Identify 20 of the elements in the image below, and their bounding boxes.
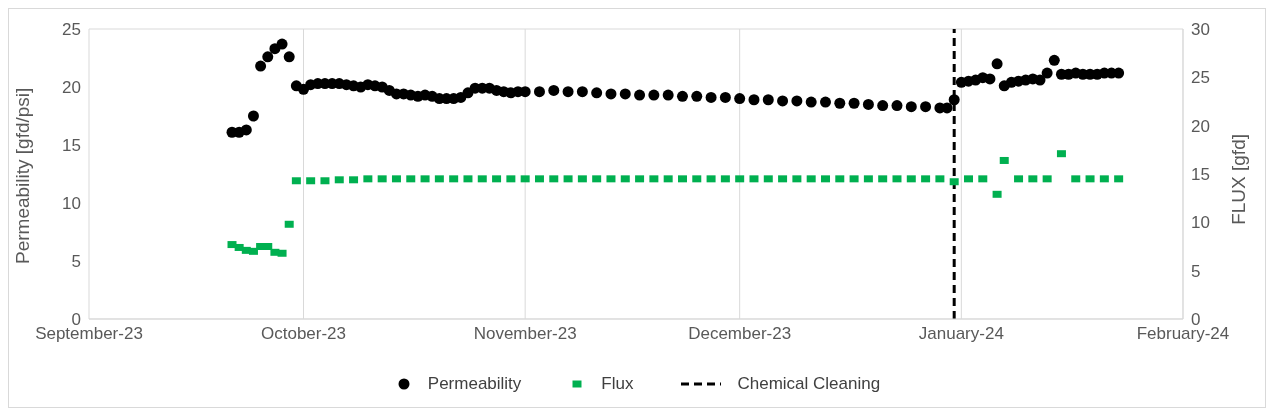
x-tick-label: December-23 — [688, 324, 792, 344]
y2-axis-title: FLUX [gfd] — [1227, 134, 1249, 225]
legend-label: Chemical Cleaning — [737, 374, 881, 394]
y-tick-label: 15 — [62, 136, 81, 156]
y-tick-label: 25 — [62, 20, 81, 40]
x-tick-label: January-24 — [918, 324, 1004, 344]
y2-tick-label: 15 — [1191, 165, 1210, 185]
y2-tick-label: 20 — [1191, 116, 1210, 136]
legend-label: Flux — [601, 374, 634, 394]
x-tick-label: October-23 — [260, 324, 347, 344]
legend-label: Permeability — [427, 374, 522, 394]
x-tick-label: November-23 — [473, 324, 577, 344]
y2-tick-label: 25 — [1191, 68, 1210, 88]
y2-tick-label: 10 — [1191, 213, 1210, 233]
y-axis-title: Permeability [gfd/psi] — [11, 87, 33, 264]
y-tick-label: 10 — [62, 194, 81, 214]
y-tick-label: 20 — [62, 78, 81, 98]
y-tick-label: 5 — [71, 252, 81, 272]
y2-tick-label: 30 — [1191, 20, 1210, 40]
y2-tick-label: 5 — [1191, 261, 1201, 281]
